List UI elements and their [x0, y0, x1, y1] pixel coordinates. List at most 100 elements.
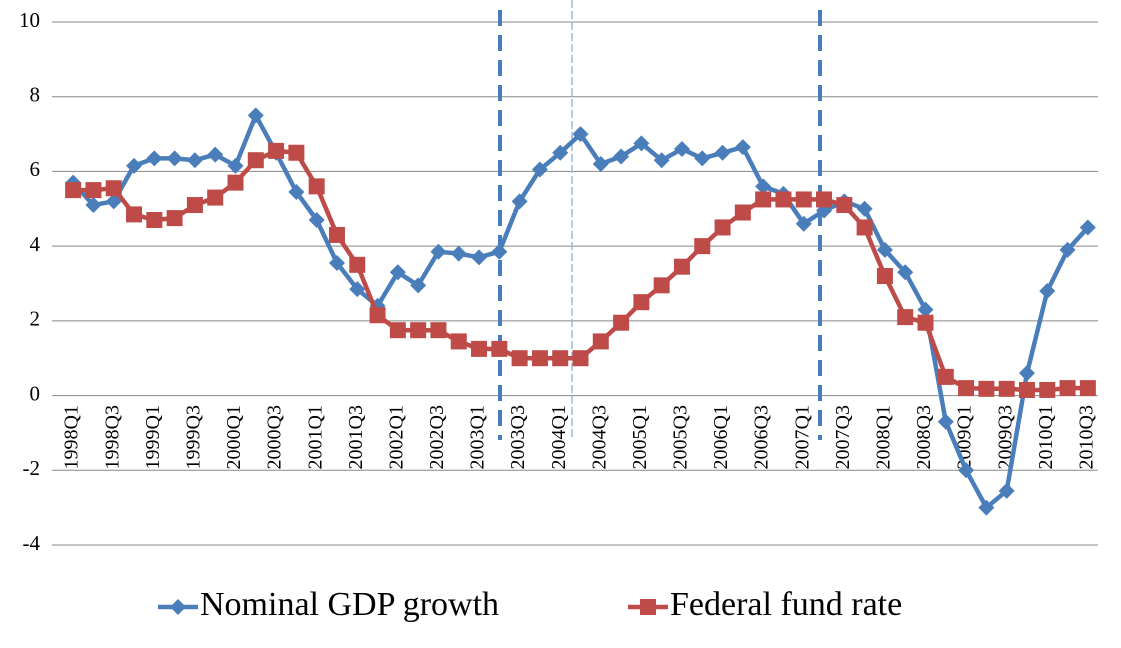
marker	[978, 380, 995, 397]
x-tick-label: 2006Q1	[710, 405, 732, 469]
marker	[734, 139, 751, 156]
marker	[410, 277, 427, 294]
marker	[207, 189, 224, 206]
x-tick-label: 2008Q1	[873, 405, 895, 469]
x-tick-label: 1998Q1	[61, 405, 83, 469]
marker	[795, 215, 812, 232]
marker	[755, 191, 772, 208]
legend-marker	[170, 599, 186, 615]
marker	[1059, 380, 1076, 397]
marker	[673, 258, 690, 275]
marker	[897, 309, 914, 326]
marker	[227, 157, 244, 174]
marker	[471, 249, 488, 266]
x-tick-label: 2009Q1	[954, 405, 976, 469]
marker	[328, 254, 345, 271]
y-tick-label: -2	[23, 456, 41, 480]
marker	[1039, 282, 1056, 299]
x-tick-label: 2010Q3	[1075, 405, 1097, 469]
marker	[897, 264, 914, 281]
x-tick-label: 2007Q1	[791, 405, 813, 469]
marker	[734, 204, 751, 221]
marker	[876, 268, 893, 285]
marker	[146, 150, 163, 167]
marker	[430, 322, 447, 339]
marker	[1079, 219, 1096, 236]
marker	[288, 144, 305, 161]
marker	[673, 141, 690, 158]
marker	[836, 197, 853, 214]
y-tick-label: 4	[30, 232, 41, 256]
marker	[126, 206, 143, 223]
marker	[552, 350, 569, 367]
marker	[592, 155, 609, 172]
marker	[349, 281, 366, 298]
marker	[876, 241, 893, 258]
marker	[247, 107, 264, 124]
marker	[958, 380, 975, 397]
marker	[308, 211, 325, 228]
marker	[166, 210, 183, 227]
x-tick-label: 2004Q3	[588, 405, 610, 469]
marker	[166, 150, 183, 167]
marker	[531, 350, 548, 367]
marker	[511, 350, 528, 367]
x-tick-label: 2000Q3	[264, 405, 286, 469]
marker	[85, 182, 102, 199]
marker	[1059, 241, 1076, 258]
x-tick-label: 2006Q3	[751, 405, 773, 469]
marker	[65, 182, 82, 199]
marker	[105, 180, 122, 197]
x-tick-label: 2005Q3	[670, 405, 692, 469]
marker	[998, 380, 1015, 397]
marker	[146, 211, 163, 228]
marker	[430, 243, 447, 260]
marker	[937, 413, 954, 430]
marker	[694, 238, 711, 255]
x-tick-label: 2001Q3	[345, 405, 367, 469]
marker	[572, 350, 589, 367]
x-tick-label: 2000Q1	[223, 405, 245, 469]
marker	[856, 219, 873, 236]
marker	[268, 142, 285, 159]
x-tick-label: 1999Q1	[142, 405, 164, 469]
x-tick-label: 1999Q3	[183, 405, 205, 469]
marker	[491, 243, 508, 260]
marker	[653, 152, 670, 169]
x-tick-label: 2005Q1	[629, 405, 651, 469]
x-tick-label: 2003Q1	[467, 405, 489, 469]
marker	[186, 197, 203, 214]
x-tick-label: 2004Q1	[548, 405, 570, 469]
marker	[775, 191, 792, 208]
marker	[1018, 381, 1035, 398]
marker	[227, 174, 244, 191]
marker	[592, 333, 609, 350]
marker	[937, 368, 954, 385]
legend-label: Federal fund rate	[670, 586, 902, 623]
marker	[126, 157, 143, 174]
marker	[613, 314, 630, 331]
marker	[714, 144, 731, 161]
y-tick-label: 2	[30, 307, 41, 331]
legend-marker	[640, 599, 656, 615]
x-tick-label: 2007Q3	[832, 405, 854, 469]
marker	[308, 178, 325, 195]
marker	[917, 314, 934, 331]
marker	[491, 340, 508, 357]
x-tick-label: 2003Q3	[507, 405, 529, 469]
marker	[917, 301, 934, 318]
x-tick-label: 2010Q1	[1035, 405, 1057, 469]
marker	[795, 191, 812, 208]
marker	[653, 277, 670, 294]
marker	[552, 144, 569, 161]
marker	[186, 152, 203, 169]
marker	[450, 333, 467, 350]
marker	[369, 307, 386, 324]
x-tick-label: 1998Q3	[101, 405, 123, 469]
marker	[288, 183, 305, 200]
y-tick-label: -4	[23, 531, 41, 555]
marker	[1018, 365, 1035, 382]
marker	[450, 245, 467, 262]
marker	[714, 219, 731, 236]
